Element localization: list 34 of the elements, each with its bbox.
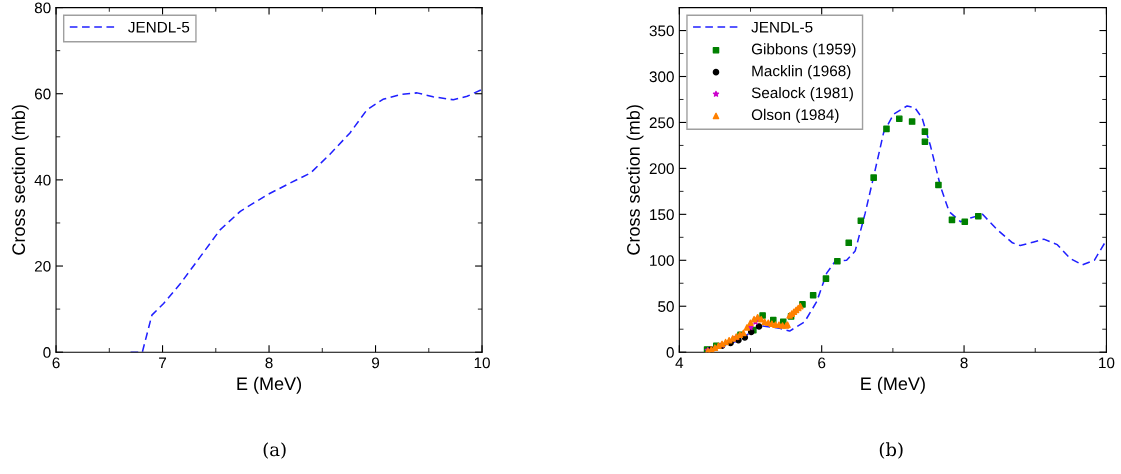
legend-label: Olson (1984) [751, 108, 839, 124]
x-tick-label: 10 [1099, 357, 1115, 369]
y-tick-label: 40 [34, 174, 51, 186]
legend-label: JENDL-5 [751, 21, 813, 33]
y-axis-title: Cross section (mb) [11, 105, 29, 255]
x-tick-label: 6 [52, 357, 60, 369]
y-tick-label: 20 [34, 260, 51, 272]
y-tick-label: 350 [649, 25, 674, 37]
x-tick-label: 8 [960, 357, 968, 369]
x-tick-label: 8 [265, 357, 273, 369]
y-tick-label: 300 [649, 71, 674, 83]
legend-label: JENDL-5 [128, 21, 190, 33]
y-axis-title: Cross section (mb) [626, 105, 644, 255]
y-tick-label: 200 [649, 163, 674, 175]
x-tick-label: 10 [474, 357, 490, 369]
y-tick-label: 60 [34, 88, 51, 100]
y-tick-label: 50 [658, 301, 674, 312]
text: (b) [879, 442, 903, 459]
y-tick-label: 0 [43, 347, 51, 358]
legend-label: Gibbons (1959) [751, 43, 856, 58]
y-tick-label: 100 [650, 255, 674, 266]
x-axis-title: E (MeV) [237, 376, 302, 394]
y-tick-label: 150 [650, 209, 674, 221]
y-tick-label: 80 [34, 2, 51, 14]
x-tick-label: 4 [675, 357, 684, 369]
text: (a) [263, 442, 286, 459]
legend-label: Macklin (1968) [752, 65, 851, 80]
y-tick-label: 0 [666, 347, 674, 358]
x-tick-label: 6 [818, 357, 826, 369]
y-tick-label: 250 [649, 117, 674, 129]
x-tick-label: 9 [372, 357, 380, 369]
x-tick-label: 7 [159, 357, 167, 369]
x-axis-title: E (MeV) [861, 376, 925, 394]
legend-label: Sealock (1981) [751, 86, 853, 102]
